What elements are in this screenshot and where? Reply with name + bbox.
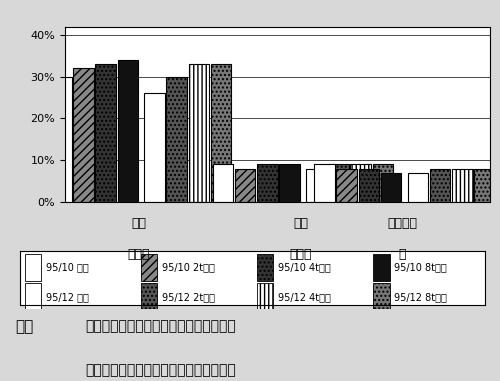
Bar [166,77,187,202]
Bar [350,164,371,202]
Bar [358,168,380,202]
Bar [24,254,41,281]
Text: 95/10 対照: 95/10 対照 [46,263,88,272]
Text: 95/10 2t連用: 95/10 2t連用 [162,263,214,272]
Text: 95/10 8t連用: 95/10 8t連用 [394,263,447,272]
Bar [314,164,335,202]
Bar [96,64,116,202]
Bar [144,93,165,202]
Bar [374,283,390,310]
Bar [306,168,326,202]
Text: 95/12 8t連用: 95/12 8t連用 [394,292,447,302]
Bar [73,69,94,202]
Bar [381,173,402,202]
Text: 脂肪酸: 脂肪酸 [290,248,312,261]
Text: 95/12 2t連用: 95/12 2t連用 [162,292,215,302]
Bar [188,64,210,202]
Text: 95/12 対照: 95/12 対照 [46,292,88,302]
Text: 95/10 4t連用: 95/10 4t連用 [278,263,331,272]
Bar [257,283,274,310]
Bar [118,60,138,202]
Text: 酸: 酸 [398,248,406,261]
Bar [141,283,157,310]
Bar [279,164,300,202]
Bar [141,254,157,281]
Bar [374,254,390,281]
Text: 脂肪酸: 脂肪酸 [128,248,150,261]
Bar [372,164,393,202]
Text: 図１: 図１ [15,319,33,335]
Text: 分枝: 分枝 [132,217,146,230]
Text: 脂肪酸中の細菌に特異的な脂肪酸の割合: 脂肪酸中の細菌に特異的な脂肪酸の割合 [85,363,236,377]
Text: 環状: 環状 [293,217,308,230]
Bar [336,168,357,202]
Text: 堆肥施用量の異なる圃場の土壌リン脂質: 堆肥施用量の異なる圃場の土壌リン脂質 [85,319,236,333]
Bar [257,254,274,281]
Text: バクセン: バクセン [387,217,417,230]
Bar [257,164,278,202]
Bar [211,64,232,202]
Bar [24,283,41,310]
Bar [212,164,234,202]
Bar [235,168,256,202]
Bar [328,164,349,202]
Text: 95/12 4t連用: 95/12 4t連用 [278,292,331,302]
Bar [430,168,450,202]
Bar [408,173,428,202]
Bar [452,168,472,202]
Bar [51,77,72,202]
Bar [474,168,495,202]
